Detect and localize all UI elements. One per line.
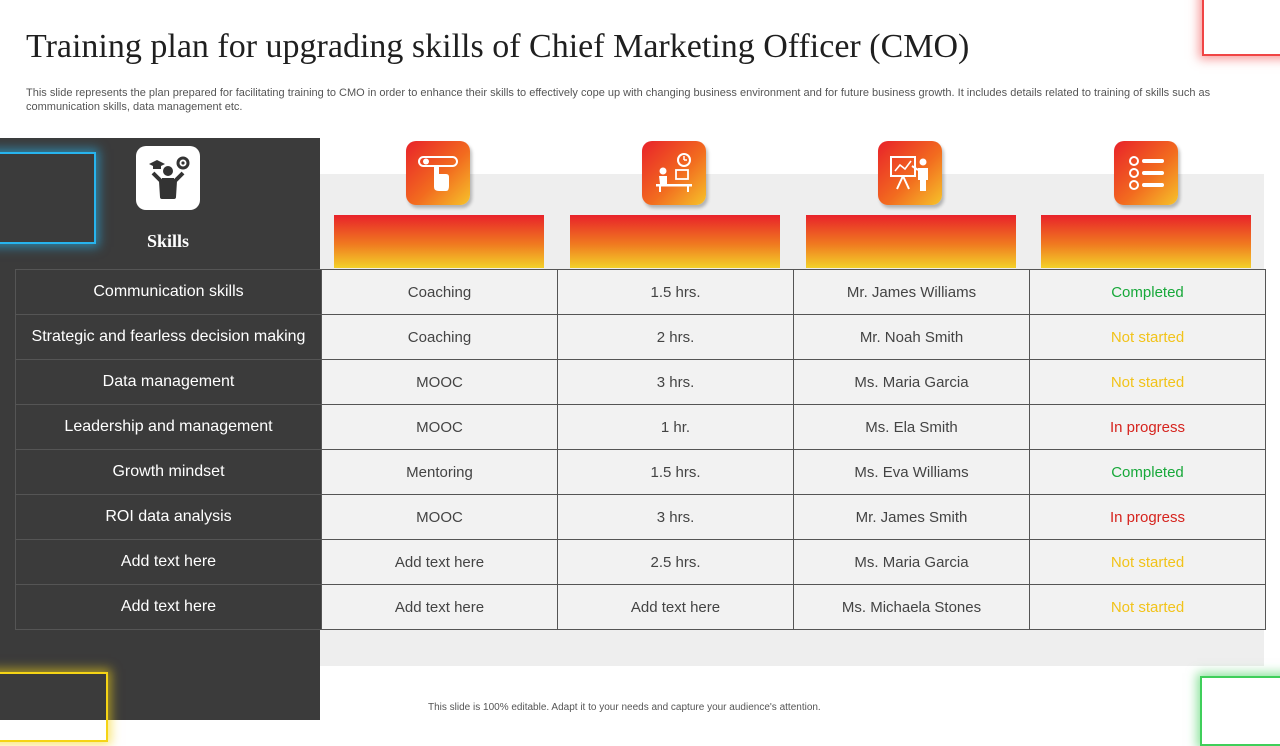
training-duration: 2.5 hrs. [557, 539, 794, 585]
presenter-board-icon [878, 141, 942, 205]
training-duration: 3 hrs. [557, 494, 794, 540]
training-method: Add text here [321, 539, 558, 585]
training-method: MOOC [321, 359, 558, 405]
training-method: Mentoring [321, 449, 558, 495]
table-row: Strategic and fearless decision making Co… [15, 314, 1266, 360]
training-status: Not started [1029, 314, 1266, 360]
table-row: Leadership and management MOOC 1 hr. Ms. El… [15, 404, 1266, 450]
skills-person-icon [136, 146, 200, 210]
trainer-name: Ms. Maria Garcia [793, 359, 1030, 405]
trainer-name: Mr. Noah Smith [793, 314, 1030, 360]
training-status: In progress [1029, 494, 1266, 540]
table-row: Add text here Add text here Add text here M… [15, 584, 1266, 630]
training-duration: Add text here [557, 584, 794, 630]
training-duration: 2 hrs. [557, 314, 794, 360]
skill-name: Data management [15, 359, 322, 405]
column-header-bar-2 [570, 215, 780, 268]
column-header-bar-3 [806, 215, 1016, 268]
skill-name: ROI data analysis [15, 494, 322, 540]
decorative-frame-blue [0, 152, 96, 244]
column-header-bar-1 [334, 215, 544, 268]
training-status: Not started [1029, 359, 1266, 405]
training-table: Communication skills Coaching 1.5 hrs. Mr. … [15, 269, 1266, 630]
decorative-frame-yellow [0, 672, 108, 742]
table-row: Growth mindset Mentoring 1.5 hrs. Ms. Eva W… [15, 449, 1266, 495]
skill-name: Communication skills [15, 269, 322, 315]
trainer-name: Mr. James Smith [793, 494, 1030, 540]
training-status: Not started [1029, 584, 1266, 630]
training-status: In progress [1029, 404, 1266, 450]
decorative-frame-green [1200, 676, 1280, 746]
table-row: Add text here Add text here 2.5 hrs. Ms. Ma… [15, 539, 1266, 585]
page-title: Training plan for upgrading skills of Ch… [26, 28, 970, 65]
decorative-frame-red [1202, 0, 1280, 56]
trainer-name: Ms. Ela Smith [793, 404, 1030, 450]
training-method: Coaching [321, 269, 558, 315]
skill-name: Leadership and management [15, 404, 322, 450]
skill-name: Add text here [15, 539, 322, 585]
training-method: MOOC [321, 404, 558, 450]
page-subtitle: This slide represents the plan prepared … [26, 87, 1211, 113]
clock-desk-icon [642, 141, 706, 205]
skill-name: Growth mindset [15, 449, 322, 495]
training-method: Add text here [321, 584, 558, 630]
skill-name: Add text here [15, 584, 322, 630]
table-row: ROI data analysis MOOC 3 hrs. Mr. James Smi… [15, 494, 1266, 540]
checklist-icon [1114, 141, 1178, 205]
table-row: Data management MOOC 3 hrs. Ms. Maria Garci… [15, 359, 1266, 405]
training-status: Not started [1029, 539, 1266, 585]
hand-click-icon [406, 141, 470, 205]
training-status: Completed [1029, 269, 1266, 315]
trainer-name: Ms. Michaela Stones [793, 584, 1030, 630]
training-duration: 1.5 hrs. [557, 269, 794, 315]
training-method: MOOC [321, 494, 558, 540]
training-status: Completed [1029, 449, 1266, 495]
trainer-name: Ms. Eva Williams [793, 449, 1030, 495]
skills-header: Skills [146, 231, 190, 251]
training-duration: 3 hrs. [557, 359, 794, 405]
training-method: Coaching [321, 314, 558, 360]
footer-note: This slide is 100% editable. Adapt it to… [428, 702, 821, 713]
training-duration: 1.5 hrs. [557, 449, 794, 495]
trainer-name: Ms. Maria Garcia [793, 539, 1030, 585]
skill-name: Strategic and fearless decision making [15, 314, 322, 360]
table-row: Communication skills Coaching 1.5 hrs. Mr. … [15, 269, 1266, 315]
training-duration: 1 hr. [557, 404, 794, 450]
trainer-name: Mr. James Williams [793, 269, 1030, 315]
column-header-bar-4 [1041, 215, 1251, 268]
